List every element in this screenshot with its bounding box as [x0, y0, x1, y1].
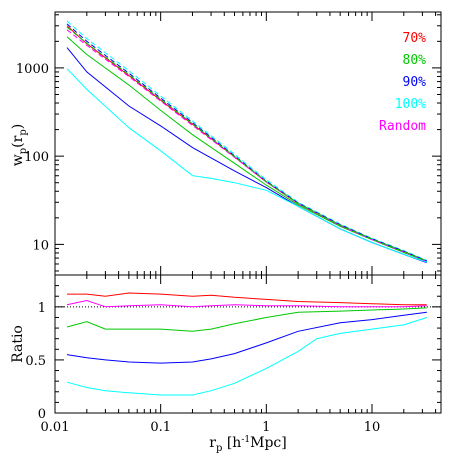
- axis-ticks: [54, 12, 441, 414]
- top-y-tick-label: 10: [32, 238, 49, 253]
- bottom-panel-frame: [54, 274, 442, 414]
- ratio-series-line-80: [66, 307, 427, 332]
- x-tick-label: 0.01: [41, 420, 70, 435]
- x-tick-label: 10: [364, 420, 381, 435]
- top-series-line-random: [66, 29, 427, 262]
- ratio-series-line-random: [66, 299, 427, 308]
- ratio-series-line-90: [66, 311, 427, 364]
- x-tick-label: 1: [262, 420, 270, 435]
- top-y-tick-label: 1000: [16, 62, 49, 77]
- tick-labels: 10 100 1000 0 0.5 1 0.01 0.1 1 10: [16, 62, 380, 435]
- x-axis-label: rp [h-1Mpc]: [209, 435, 286, 454]
- bottom-y-tick-label: 0.5: [25, 354, 46, 369]
- legend-label-random: Random: [379, 119, 426, 134]
- top-series-line-unlabeled-5: [66, 20, 427, 261]
- top-y-tick-label: 100: [24, 150, 49, 165]
- top-series-line-unlabeled-7: [66, 26, 427, 262]
- legend-label-70: 70%: [403, 31, 427, 46]
- top-series-line-100: [66, 68, 427, 263]
- legend-label-100: 100%: [395, 97, 426, 112]
- top-panel-series: [66, 20, 427, 264]
- top-panel-frame: [54, 11, 442, 276]
- legend-label-90: 90%: [403, 75, 427, 90]
- legend: 70% 80% 90% 100% Random: [379, 31, 426, 134]
- bottom-y-axis-label: Ratio: [10, 325, 26, 363]
- top-series-line-unlabeled-6: [66, 23, 427, 262]
- bottom-y-tick-label: 1: [38, 301, 46, 316]
- ratio-series-line-100: [66, 317, 427, 396]
- x-tick-label: 0.1: [150, 420, 171, 435]
- top-series-line-70: [66, 25, 427, 262]
- ratio-series-line-70: [67, 292, 427, 306]
- bottom-panel-series: [55, 292, 441, 396]
- legend-label-80: 80%: [403, 53, 427, 68]
- bottom-y-tick-label: 0: [38, 407, 46, 422]
